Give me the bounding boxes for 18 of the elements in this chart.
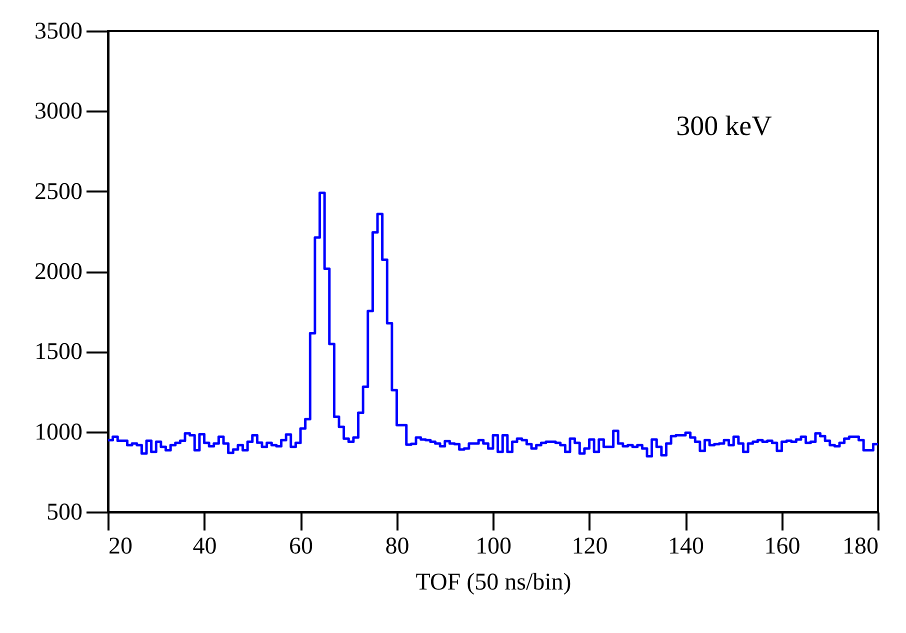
y-tick-label: 1500 bbox=[34, 339, 82, 366]
x-axis-title: TOF (50 ns/bin) bbox=[416, 570, 572, 596]
x-tick-label: 160 bbox=[764, 534, 800, 560]
x-tick-label: 80 bbox=[385, 534, 410, 560]
x-tick-label: 140 bbox=[668, 534, 704, 560]
y-tick-label: 1000 bbox=[34, 419, 82, 446]
x-tick-label: 180 bbox=[842, 534, 878, 560]
y-tick-label: 3000 bbox=[34, 98, 82, 125]
x-tick-label: 40 bbox=[192, 534, 217, 560]
y-tick-label: 3500 bbox=[34, 18, 82, 44]
annotation: 300 keV bbox=[676, 111, 772, 142]
y-tick-label: 2500 bbox=[34, 178, 82, 205]
y-tick-label: 500 bbox=[46, 500, 82, 526]
x-tick-label: 60 bbox=[289, 534, 313, 560]
x-tick-label: 20 bbox=[108, 534, 132, 560]
x-tick-label: 100 bbox=[476, 534, 512, 560]
x-tick-label: 120 bbox=[572, 534, 608, 560]
y-tick-label: 2000 bbox=[34, 259, 82, 285]
